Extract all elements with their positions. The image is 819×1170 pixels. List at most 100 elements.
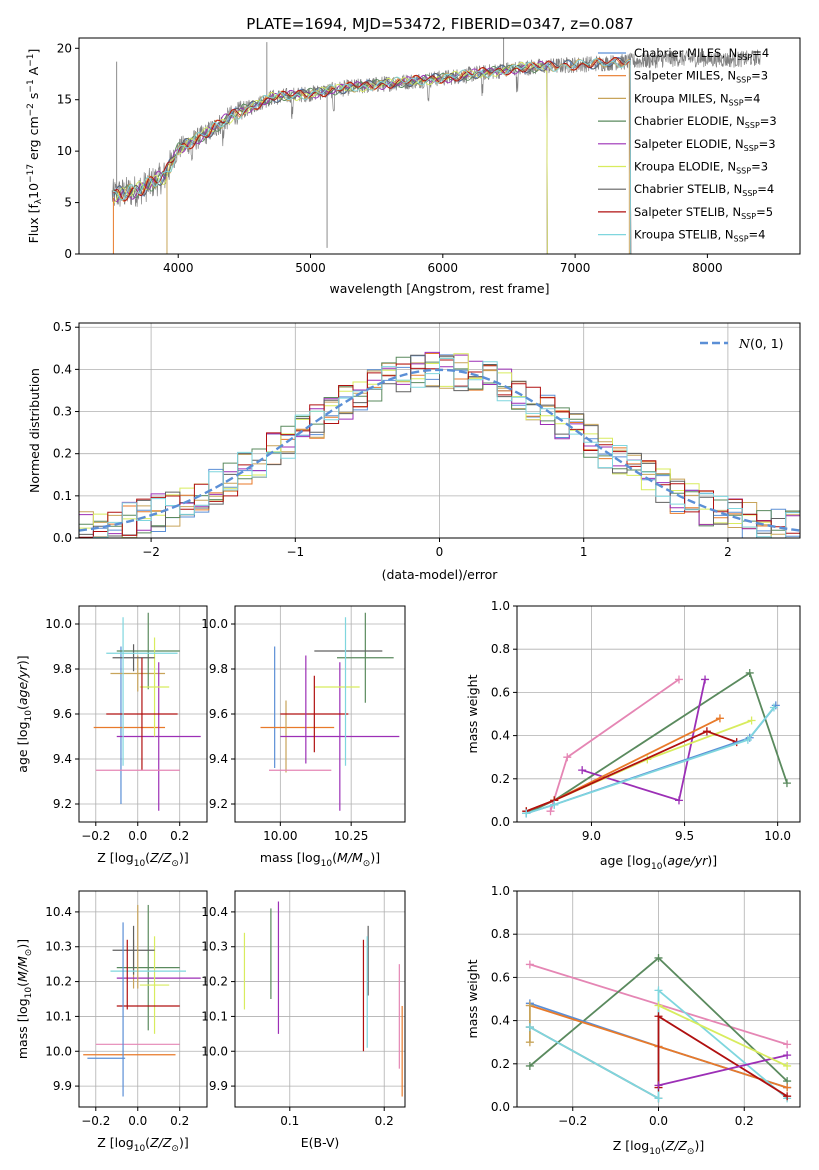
chart-mass-vs-Z: Z [log10(Z/Z⊙)]mass [log10(M/M⊙)]−0.2 0.0… bbox=[15, 890, 208, 1154]
axes-frame bbox=[234, 890, 406, 1108]
label-part: ( bbox=[661, 1138, 666, 1153]
y-tick-label: 10.0 bbox=[201, 617, 228, 631]
label-part: ) bbox=[179, 1135, 184, 1150]
legend-sub: SSP bbox=[729, 98, 744, 107]
legend-name: Chabrier STELIB, N bbox=[634, 182, 742, 196]
legend-symbol: N bbox=[738, 336, 751, 351]
label-part: 10 bbox=[321, 859, 333, 869]
label-part: s bbox=[26, 93, 41, 104]
series-line bbox=[525, 671, 788, 815]
plot-area bbox=[83, 904, 201, 1097]
series-marker bbox=[745, 668, 754, 677]
label-part: ] bbox=[15, 655, 30, 660]
label-part: ) bbox=[15, 660, 30, 665]
label-part: −2 bbox=[26, 103, 36, 116]
label-part: ( bbox=[145, 1135, 150, 1150]
y-tick-label: 0 bbox=[64, 247, 72, 261]
series-marker bbox=[782, 779, 791, 788]
legend-sub: SSP bbox=[741, 212, 756, 221]
x-axis-label: Z [log10(Z/Z⊙)] bbox=[613, 1138, 705, 1157]
x-tick-label: 0.2 bbox=[170, 829, 189, 843]
y-tick-label: 0.2 bbox=[53, 447, 72, 461]
label-part: yr bbox=[694, 853, 708, 868]
series-marker bbox=[522, 809, 531, 818]
plot-area bbox=[111, 38, 761, 254]
label-part: A bbox=[26, 66, 41, 79]
label-part: mass [log bbox=[15, 998, 30, 1059]
label-part: age/ bbox=[667, 853, 696, 868]
label-part: M/ bbox=[337, 850, 354, 865]
legend-entry: Salpeter ELODIE, NSSP=3 bbox=[634, 137, 776, 153]
label-part: 10 bbox=[24, 710, 34, 722]
legend-name: Kroupa MILES, N bbox=[634, 91, 729, 105]
x-tick-label: 6000 bbox=[428, 261, 459, 275]
y-tick-label: 0.3 bbox=[53, 405, 72, 419]
label-part: ( bbox=[15, 705, 30, 710]
label-part: −17 bbox=[26, 164, 36, 183]
y-tick-label: 9.2 bbox=[209, 797, 228, 811]
label-part: M bbox=[15, 956, 30, 967]
legend-entry: Kroupa STELIB, NSSP=4 bbox=[634, 228, 765, 244]
y-tick-label: 9.4 bbox=[209, 752, 228, 766]
series-marker bbox=[783, 1040, 792, 1049]
legend-nssp: =4 bbox=[749, 228, 766, 242]
plot-area bbox=[522, 668, 791, 818]
y-tick-label: 10.4 bbox=[45, 905, 72, 919]
legend-name: Kroupa STELIB, N bbox=[634, 228, 734, 242]
plot-area bbox=[243, 901, 403, 1097]
series-marker bbox=[701, 675, 710, 684]
label-part: −1 bbox=[26, 79, 36, 92]
legend-nssp: =4 bbox=[752, 46, 769, 60]
x-axis-label: E(B-V) bbox=[301, 1135, 340, 1150]
legend-name: Salpeter STELIB, N bbox=[634, 205, 741, 219]
model-spectrum bbox=[113, 60, 548, 254]
series-marker bbox=[654, 1001, 663, 1010]
y-tick-label: 10.2 bbox=[45, 975, 72, 989]
series-line bbox=[549, 678, 680, 812]
x-tick-label: 0.0 bbox=[128, 829, 147, 843]
axes-frame bbox=[78, 890, 208, 1108]
series-marker bbox=[747, 716, 756, 725]
label-part: ] bbox=[375, 850, 380, 865]
series-marker bbox=[654, 1094, 663, 1103]
label-part: ( bbox=[15, 982, 30, 987]
chart-massweight-vs-Z: Z [log10(Z/Z⊙)] mass weight −0.2 0.0 0.2 0.0 0… bbox=[465, 884, 801, 1157]
x-tick-label: 5000 bbox=[295, 261, 326, 275]
label-part: yr bbox=[15, 664, 30, 678]
label-part: ⊙ bbox=[171, 859, 179, 869]
label-part: 10 bbox=[649, 1147, 661, 1157]
x-tick-label: 9.0 bbox=[582, 829, 601, 843]
y-tick-label: 0.6 bbox=[491, 685, 510, 699]
label-part: ⊙ bbox=[363, 859, 371, 869]
legend-args: (0, 1) bbox=[750, 336, 784, 351]
y-tick-label: 9.9 bbox=[209, 1079, 228, 1093]
y-tick-label: 10 bbox=[57, 144, 72, 158]
legend-nssp: =3 bbox=[751, 160, 768, 174]
x-tick-label: 0.2 bbox=[170, 1114, 189, 1128]
y-tick-label: 10.0 bbox=[45, 617, 72, 631]
series-marker bbox=[674, 675, 683, 684]
x-tick-label: −2 bbox=[142, 545, 160, 559]
y-tick-label: 0.1 bbox=[53, 489, 72, 503]
y-tick-label: 9.2 bbox=[53, 797, 72, 811]
label-part: 10 bbox=[651, 862, 663, 872]
series-marker bbox=[783, 1061, 792, 1070]
series-marker bbox=[525, 1023, 534, 1032]
label-part: 10 bbox=[26, 183, 41, 199]
y-tick-label: 15 bbox=[57, 93, 72, 107]
x-tick-label: 4000 bbox=[163, 261, 194, 275]
y-axis-label: mass weight bbox=[465, 674, 480, 753]
label-part: ] bbox=[26, 49, 41, 54]
axes-frame bbox=[516, 605, 801, 823]
plot-area bbox=[79, 351, 800, 538]
legend-nssp: =5 bbox=[756, 205, 773, 219]
legend-entry: Salpeter STELIB, NSSP=5 bbox=[634, 205, 773, 221]
legend-nssp: =4 bbox=[744, 91, 761, 105]
legend-sub: SSP bbox=[742, 189, 757, 198]
series-marker bbox=[654, 1012, 663, 1021]
y-tick-label: 1.0 bbox=[491, 884, 510, 898]
y-axis-label: mass weight bbox=[465, 959, 480, 1038]
legend-entry: Chabrier STELIB, NSSP=4 bbox=[634, 182, 774, 198]
x-tick-label: 1 bbox=[580, 545, 588, 559]
series-marker bbox=[783, 1083, 792, 1092]
